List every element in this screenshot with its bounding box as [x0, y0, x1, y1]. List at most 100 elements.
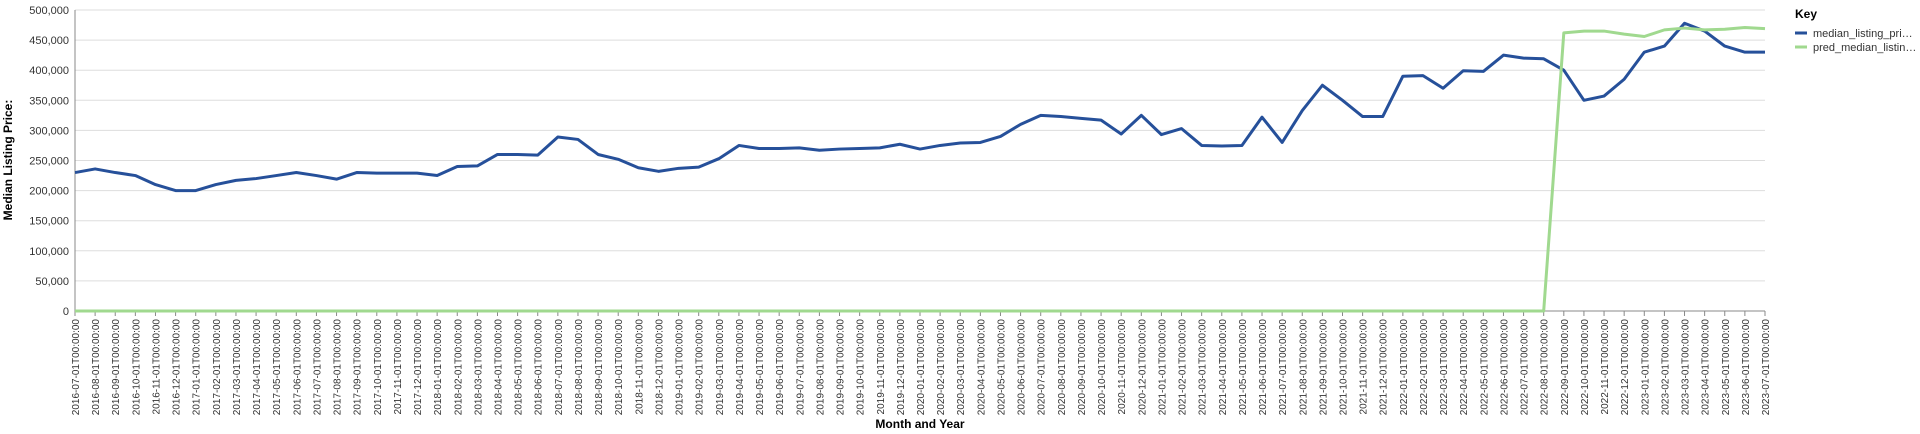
x-tick-label: 2022-06-01T00:00:00 — [1499, 319, 1510, 416]
y-axis-title: Median Listing Price: — [1, 100, 15, 221]
x-tick-label: 2021-04-01T00:00:00 — [1218, 319, 1229, 416]
x-tick-label: 2017-07-01T00:00:00 — [312, 319, 323, 416]
x-tick-label: 2021-11-01T00:00:00 — [1359, 319, 1370, 415]
x-tick-label: 2022-09-01T00:00:00 — [1560, 319, 1571, 416]
y-tick-label: 0 — [63, 306, 69, 318]
x-tick-label: 2019-06-01T00:00:00 — [775, 319, 786, 416]
x-tick-label: 2021-01-01T00:00:00 — [1157, 319, 1168, 416]
x-tick-label: 2019-09-01T00:00:00 — [836, 319, 847, 416]
x-tick-label: 2017-03-01T00:00:00 — [232, 319, 243, 416]
x-tick-label: 2017-01-01T00:00:00 — [192, 319, 203, 416]
legend-label: pred_median_listin… — [1813, 42, 1916, 54]
x-tick-label: 2022-11-01T00:00:00 — [1600, 319, 1611, 415]
y-tick-label: 350,000 — [29, 95, 69, 107]
y-tick-label: 400,000 — [29, 65, 69, 77]
x-tick-label: 2022-08-01T00:00:00 — [1540, 319, 1551, 416]
x-tick-label: 2018-03-01T00:00:00 — [473, 319, 484, 416]
x-tick-label: 2019-10-01T00:00:00 — [856, 319, 867, 416]
x-tick-label: 2020-04-01T00:00:00 — [976, 319, 987, 416]
x-tick-label: 2022-02-01T00:00:00 — [1419, 319, 1430, 416]
x-tick-label: 2018-10-01T00:00:00 — [614, 319, 625, 416]
x-tick-label: 2022-10-01T00:00:00 — [1580, 319, 1591, 416]
x-tick-label: 2016-08-01T00:00:00 — [91, 319, 102, 416]
x-tick-label: 2017-10-01T00:00:00 — [373, 319, 384, 416]
x-tick-label: 2017-02-01T00:00:00 — [212, 319, 223, 416]
x-tick-label: 2022-04-01T00:00:00 — [1459, 319, 1470, 416]
x-tick-label: 2023-07-01T00:00:00 — [1761, 319, 1772, 416]
x-tick-label: 2018-05-01T00:00:00 — [514, 319, 525, 416]
x-tick-label: 2018-07-01T00:00:00 — [554, 319, 565, 416]
x-tick-label: 2019-08-01T00:00:00 — [815, 319, 826, 416]
x-tick-label: 2021-05-01T00:00:00 — [1238, 319, 1249, 416]
y-tick-label: 500,000 — [29, 5, 69, 17]
x-tick-label: 2021-02-01T00:00:00 — [1178, 319, 1189, 416]
x-tick-label: 2020-09-01T00:00:00 — [1077, 319, 1088, 416]
x-tick-label: 2021-09-01T00:00:00 — [1318, 319, 1329, 416]
x-tick-label: 2018-12-01T00:00:00 — [654, 319, 665, 416]
x-tick-label: 2016-09-01T00:00:00 — [111, 319, 122, 416]
x-tick-label: 2019-04-01T00:00:00 — [735, 319, 746, 416]
y-tick-label: 450,000 — [29, 35, 69, 47]
x-tick-label: 2016-11-01T00:00:00 — [151, 319, 162, 415]
x-tick-label: 2020-08-01T00:00:00 — [1057, 319, 1068, 416]
x-tick-label: 2019-05-01T00:00:00 — [755, 319, 766, 416]
x-tick-label: 2018-04-01T00:00:00 — [494, 319, 505, 416]
legend-title: Key — [1795, 7, 1817, 21]
x-tick-label: 2019-07-01T00:00:00 — [795, 319, 806, 416]
x-tick-label: 2023-04-01T00:00:00 — [1701, 319, 1712, 416]
x-tick-label: 2019-01-01T00:00:00 — [675, 319, 686, 416]
x-tick-label: 2022-03-01T00:00:00 — [1439, 319, 1450, 416]
x-tick-label: 2020-01-01T00:00:00 — [916, 319, 927, 416]
x-tick-label: 2019-11-01T00:00:00 — [876, 319, 887, 415]
x-tick-label: 2020-03-01T00:00:00 — [956, 319, 967, 416]
y-tick-label: 100,000 — [29, 246, 69, 258]
x-tick-label: 2017-09-01T00:00:00 — [353, 319, 364, 416]
x-tick-label: 2018-06-01T00:00:00 — [534, 319, 545, 416]
x-tick-label: 2020-05-01T00:00:00 — [996, 319, 1007, 416]
x-tick-label: 2021-07-01T00:00:00 — [1278, 319, 1289, 416]
x-tick-label: 2020-02-01T00:00:00 — [936, 319, 947, 416]
x-tick-label: 2019-02-01T00:00:00 — [695, 319, 706, 416]
x-tick-label: 2020-12-01T00:00:00 — [1137, 319, 1148, 416]
x-tick-label: 2017-12-01T00:00:00 — [413, 319, 424, 416]
x-tick-label: 2022-12-01T00:00:00 — [1620, 319, 1631, 416]
x-tick-label: 2020-10-01T00:00:00 — [1097, 319, 1108, 416]
x-tick-label: 2021-12-01T00:00:00 — [1379, 319, 1390, 416]
x-tick-label: 2023-01-01T00:00:00 — [1640, 319, 1651, 416]
x-tick-label: 2019-12-01T00:00:00 — [896, 319, 907, 416]
x-tick-label: 2018-08-01T00:00:00 — [574, 319, 585, 416]
x-tick-label: 2023-03-01T00:00:00 — [1681, 319, 1692, 416]
x-tick-label: 2021-03-01T00:00:00 — [1198, 319, 1209, 416]
x-tick-label: 2020-11-01T00:00:00 — [1117, 319, 1128, 415]
x-tick-label: 2023-02-01T00:00:00 — [1660, 319, 1671, 416]
y-tick-label: 250,000 — [29, 156, 69, 168]
y-tick-label: 150,000 — [29, 216, 69, 228]
x-tick-label: 2018-01-01T00:00:00 — [433, 319, 444, 416]
x-tick-label: 2017-06-01T00:00:00 — [292, 319, 303, 416]
x-tick-label: 2018-02-01T00:00:00 — [453, 319, 464, 416]
x-tick-label: 2022-01-01T00:00:00 — [1399, 319, 1410, 416]
y-tick-label: 300,000 — [29, 125, 69, 137]
legend-label: median_listing_pri… — [1813, 28, 1913, 40]
x-tick-label: 2016-12-01T00:00:00 — [172, 319, 183, 416]
x-tick-label: 2016-10-01T00:00:00 — [131, 319, 142, 416]
x-tick-label: 2016-07-01T00:00:00 — [71, 319, 82, 416]
x-tick-label: 2017-08-01T00:00:00 — [333, 319, 344, 416]
x-tick-label: 2017-11-01T00:00:00 — [393, 319, 404, 415]
x-tick-label: 2021-06-01T00:00:00 — [1258, 319, 1269, 416]
series-line — [75, 25, 1766, 313]
x-tick-label: 2023-06-01T00:00:00 — [1741, 319, 1752, 416]
x-tick-label: 2018-11-01T00:00:00 — [634, 319, 645, 415]
x-tick-label: 2019-03-01T00:00:00 — [715, 319, 726, 416]
series-line — [74, 21, 1765, 193]
x-tick-label: 2017-04-01T00:00:00 — [252, 319, 263, 416]
x-tick-label: 2021-10-01T00:00:00 — [1339, 319, 1350, 416]
x-tick-label: 2020-07-01T00:00:00 — [1037, 319, 1048, 416]
x-axis-title: Month and Year — [875, 417, 964, 431]
x-tick-label: 2021-08-01T00:00:00 — [1298, 319, 1309, 416]
x-tick-label: 2018-09-01T00:00:00 — [594, 319, 605, 416]
x-tick-label: 2017-05-01T00:00:00 — [272, 319, 283, 416]
x-tick-label: 2020-06-01T00:00:00 — [1017, 319, 1028, 416]
y-tick-label: 200,000 — [29, 186, 69, 198]
